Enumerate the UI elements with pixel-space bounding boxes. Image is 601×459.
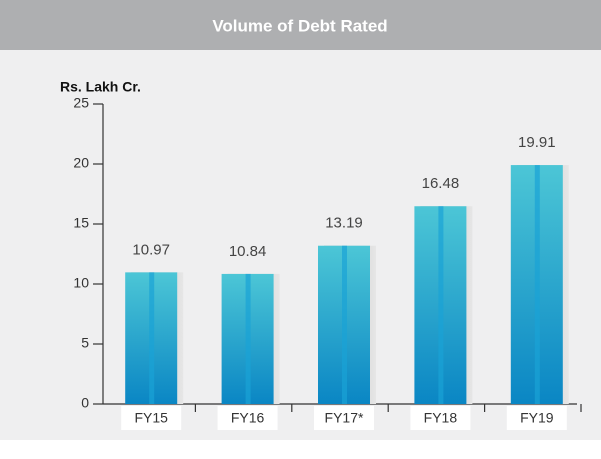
y-tick-label: 5 (81, 335, 89, 351)
x-tick-label: FY16 (231, 410, 265, 426)
y-tick-label: 0 (81, 395, 89, 411)
y-tick-label: 25 (73, 95, 89, 111)
x-tick-label: FY15 (134, 410, 168, 426)
x-label-box (121, 406, 182, 430)
x-tick-label: FY19 (520, 410, 554, 426)
bar-stripe (534, 165, 540, 404)
x-label-box (314, 406, 374, 430)
x-tick-label: FY18 (424, 410, 458, 426)
x-tick-label: FY17* (325, 410, 364, 426)
x-label-box (217, 406, 278, 430)
value-label: 10.84 (229, 243, 267, 260)
value-label: 16.48 (422, 175, 460, 192)
bar-stripe (342, 245, 347, 404)
y-axis-label: Rs. Lakh Cr. (60, 79, 141, 95)
y-tick-label: 15 (73, 215, 89, 231)
chart-title: Volume of Debt Rated (212, 16, 387, 35)
bar-stripe (438, 206, 444, 404)
x-label-box (410, 406, 471, 430)
x-label-box (506, 406, 567, 430)
panel (0, 0, 601, 440)
bar-stripe (149, 272, 155, 404)
y-tick-label: 20 (73, 155, 89, 171)
header (0, 0, 601, 50)
value-label: 10.97 (132, 241, 170, 258)
value-label: 19.91 (518, 134, 556, 151)
y-tick-label: 10 (73, 275, 89, 291)
value-label: 13.19 (325, 215, 363, 232)
bar-stripe (245, 273, 251, 404)
